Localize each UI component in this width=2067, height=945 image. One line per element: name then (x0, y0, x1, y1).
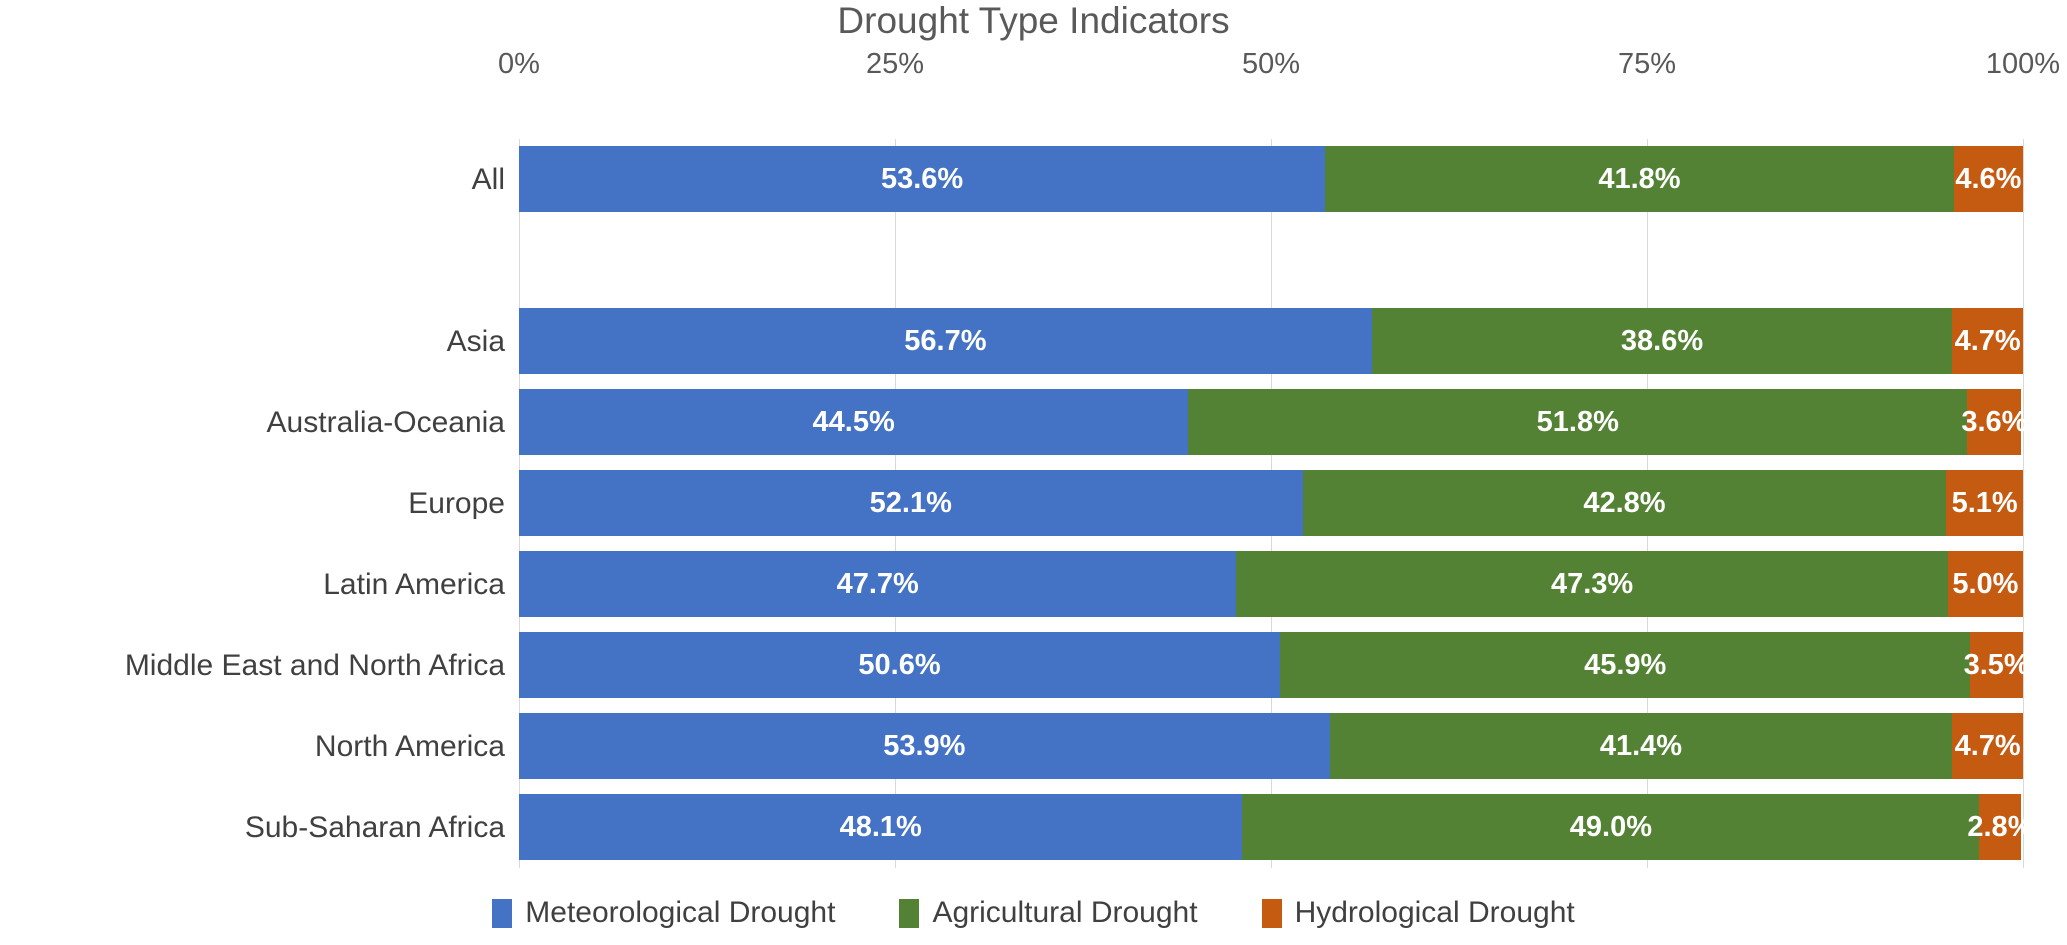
chart-row: North America 53.9% 41.4% 4.7% (315, 706, 2023, 787)
legend-item: Meteorological Drought (492, 896, 835, 930)
bar-segment: 51.8% (1188, 389, 1968, 455)
bar-track: 53.6% 41.8% 4.6% (519, 146, 2023, 212)
bar-segment: 3.5% (1964, 632, 2030, 698)
bar-data-label: 5.1% (1951, 486, 2018, 519)
bar-data-label: 4.7% (1954, 324, 2021, 357)
bar-data-label: 53.6% (880, 162, 964, 195)
category-label: Australia-Oceania (266, 405, 505, 439)
bar-data-label: 3.6% (1961, 405, 2028, 438)
chart-row: Australia-Oceania 44.5% 51.8% 3.6% (267, 382, 2027, 463)
bar-segment: 53.9% (519, 713, 1330, 779)
bar-segment: 48.1% (519, 794, 1243, 860)
bar-data-label: 45.9% (1584, 648, 1667, 681)
chart-row: Asia 56.7% 38.6% 4.7% (447, 301, 2023, 382)
bar-data-label: 47.3% (1550, 567, 1634, 600)
bar-data-label: 49.0% (1569, 810, 1653, 843)
bar-track: 56.7% 38.6% 4.7% (519, 308, 2023, 374)
chart-row: Europe 52.1% 42.8% 5.1% (408, 463, 2023, 544)
bar-data-label: 50.6% (858, 648, 941, 681)
category-label: Europe (408, 486, 505, 520)
bar-data-label: 44.5% (812, 405, 895, 438)
category-label: All (471, 162, 505, 196)
bar-data-label: 38.6% (1620, 324, 1704, 357)
bar-segment: 38.6% (1371, 308, 1953, 374)
bar-data-label: 3.5% (1963, 648, 2030, 681)
legend-swatch-icon (899, 898, 920, 928)
bar-segment: 4.7% (1952, 713, 2023, 779)
gridline (2022, 139, 2024, 868)
bar-data-label: 51.8% (1536, 405, 1619, 438)
legend-label: Agricultural Drought (932, 896, 1198, 929)
legend-swatch-icon (1261, 898, 1282, 928)
bar-track: 48.1% 49.0% 2.8% (519, 794, 2033, 860)
legend: Meteorological Drought Agricultural Droug… (0, 896, 2067, 930)
bar-data-label: 48.1% (839, 810, 922, 843)
bar-segment: 4.6% (1953, 146, 2023, 212)
bar-segment: 56.7% (519, 308, 1372, 374)
bar-data-label: 52.1% (869, 486, 952, 519)
chart-row: Sub-Saharan Africa 48.1% 49.0% 2.8% (245, 787, 2033, 868)
bar-data-label: 4.7% (1954, 729, 2021, 762)
category-label: Asia (446, 324, 505, 358)
x-axis-tick-label: 50% (1241, 48, 1301, 80)
category-label: Sub-Saharan Africa (244, 810, 505, 844)
bar-data-label: 56.7% (904, 324, 987, 357)
bar-data-label: 42.8% (1583, 486, 1666, 519)
legend-label: Hydrological Drought (1294, 896, 1575, 929)
bar-segment: 52.1% (519, 470, 1303, 536)
category-label: North America (314, 729, 505, 763)
bar-data-label: 53.9% (883, 729, 966, 762)
bar-segment: 42.8% (1302, 470, 1947, 536)
bar-segment: 5.1% (1946, 470, 2023, 536)
bar-segment: 49.0% (1242, 794, 1980, 860)
chart-row: Middle East and North Africa 50.6% 45.9% 3.… (125, 625, 2030, 706)
bar-segment: 45.9% (1280, 632, 1971, 698)
bar-segment: 3.6% (1961, 389, 2027, 455)
chart-row: All 53.6% 41.8% 4.6% (472, 139, 2023, 220)
bar-segment: 4.7% (1952, 308, 2023, 374)
bar-data-label: 41.4% (1599, 729, 1683, 762)
x-axis-tick-label: 25% (865, 48, 925, 80)
bar-segment: 41.4% (1329, 713, 1953, 779)
bar-segment: 44.5% (519, 389, 1189, 455)
legend-item: Agricultural Drought (899, 896, 1198, 930)
bar-segment: 47.7% (519, 551, 1237, 617)
plot-area: All 53.6% 41.8% 4.6% Asia 56.7% 38.6% 4.7% Austr… (125, 139, 2033, 868)
chart-row (519, 220, 2023, 301)
bar-data-label: 41.8% (1598, 162, 1681, 195)
x-axis-tick-label: 75% (1617, 48, 1677, 80)
chart-title: Drought Type Indicators (837, 0, 1230, 41)
x-axis: 0% 25% 50% 75% 100% (498, 48, 2060, 86)
bar-data-label: 2.8% (1967, 810, 2034, 843)
bar-segment: 50.6% (519, 632, 1281, 698)
bar-segment: 53.6% (519, 146, 1326, 212)
bar-segment: 41.8% (1325, 146, 1954, 212)
x-axis-tick-label: 100% (1985, 48, 2061, 80)
bar-segment: 2.8% (1967, 794, 2033, 860)
bar-data-label: 47.7% (836, 567, 919, 600)
x-axis-tick-label: 0% (498, 48, 540, 80)
category-label: Middle East and North Africa (124, 648, 505, 682)
bar-segment: 5.0% (1947, 551, 2023, 617)
bar-segment: 47.3% (1236, 551, 1948, 617)
bar-data-label: 4.6% (1955, 162, 2022, 195)
bar-data-label: 5.0% (1952, 567, 2019, 600)
legend-label: Meteorological Drought (525, 896, 836, 929)
bar-track: 53.9% 41.4% 4.7% (519, 713, 2023, 779)
category-label (0, 220, 505, 301)
legend-swatch-icon (492, 898, 513, 928)
bar-track: 47.7% 47.3% 5.0% (519, 551, 2023, 617)
chart-row: Latin America 47.7% 47.3% 5.0% (323, 544, 2023, 625)
bar-track: 44.5% 51.8% 3.6% (519, 389, 2027, 455)
category-label: Latin America (323, 567, 505, 601)
bar-track: 50.6% 45.9% 3.5% (519, 632, 2030, 698)
bar-track: 52.1% 42.8% 5.1% (519, 470, 2023, 536)
legend-item: Hydrological Drought (1261, 896, 1575, 930)
